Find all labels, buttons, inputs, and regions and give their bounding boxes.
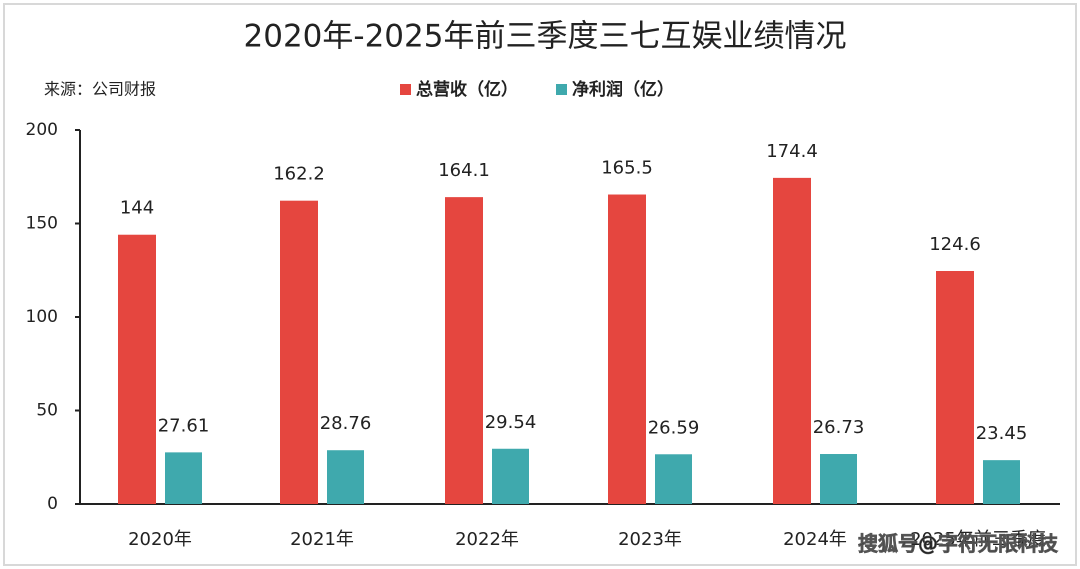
chart-title: 2020年-2025年前三季度三七互娱业绩情况 [244,19,847,55]
x-tick-label: 2025年前三季度 [910,529,1046,550]
data-label: 144 [120,198,154,219]
legend-swatch [556,84,567,95]
bar [165,452,202,504]
legend-swatch [400,84,411,95]
legend-label: 总营收（亿） [416,79,518,100]
bar [445,197,483,504]
y-tick-label: 0 [47,494,58,514]
bar [773,177,811,504]
legend-label: 净利润（亿） [572,79,674,100]
y-tick-label: 100 [26,307,58,327]
bar [983,460,1020,504]
frame [3,3,1077,566]
data-label: 164.1 [438,160,490,181]
x-tick-label: 2023年 [618,529,682,550]
bar [327,450,364,504]
data-label: 174.4 [766,141,818,162]
bar [936,270,974,504]
bar [280,200,318,504]
data-label: 27.61 [158,415,210,436]
watermark: 搜狐号@字符无限科技 [858,532,1059,556]
data-label: 165.5 [601,158,653,179]
bar [820,454,857,504]
data-label: 162.2 [273,164,325,185]
x-tick-label: 2024年 [783,529,847,550]
data-label: 28.76 [320,413,372,434]
bar [492,448,529,504]
data-label: 29.54 [485,412,537,433]
y-tick-label: 50 [36,401,58,421]
bar [608,194,646,504]
data-label: 23.45 [976,423,1028,444]
bar [118,234,156,504]
x-tick-label: 2020年 [128,529,192,550]
y-tick-label: 200 [26,120,58,140]
bar [655,454,692,504]
data-label: 26.73 [813,417,865,438]
data-label: 124.6 [929,234,981,255]
x-tick-label: 2022年 [455,529,519,550]
source-note: 来源：公司财报 [44,80,156,99]
x-tick-label: 2021年 [290,529,354,550]
y-tick-label: 150 [26,214,58,234]
data-label: 26.59 [648,417,700,438]
